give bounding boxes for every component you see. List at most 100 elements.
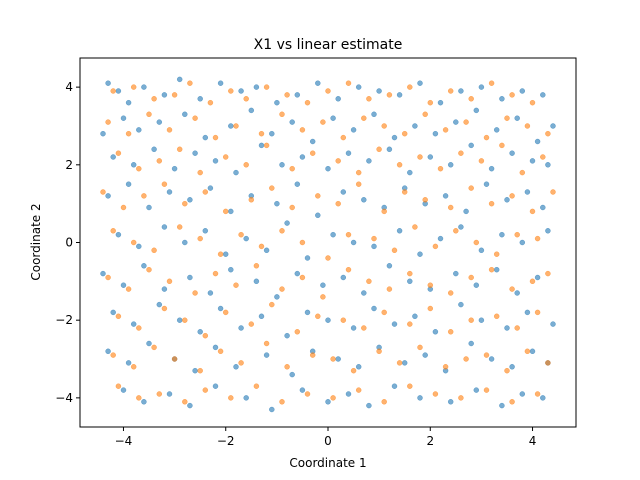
data-point — [228, 266, 234, 273]
data-point — [447, 290, 454, 296]
data-point — [274, 294, 280, 300]
data-point — [309, 150, 316, 156]
data-point — [437, 235, 444, 242]
data-point — [105, 348, 111, 355]
data-point — [386, 286, 393, 292]
data-point — [545, 360, 551, 366]
data-point — [376, 88, 382, 94]
data-point — [468, 274, 474, 281]
data-point — [171, 165, 178, 172]
data-point — [376, 348, 382, 355]
data-point — [447, 204, 454, 211]
data-point — [192, 150, 198, 156]
data-point — [130, 239, 137, 246]
data-point — [141, 84, 147, 90]
data-point — [361, 197, 367, 203]
data-point — [488, 200, 495, 207]
data-point — [345, 266, 352, 273]
data-point — [279, 111, 285, 118]
data-point — [345, 80, 352, 86]
data-point — [187, 402, 193, 409]
data-point — [519, 169, 526, 176]
data-point — [202, 228, 209, 234]
data-point — [509, 150, 515, 156]
data-point — [315, 313, 321, 320]
data-point — [330, 231, 336, 238]
x-tick-label: 2 — [426, 434, 434, 448]
data-point — [207, 99, 214, 106]
data-point — [146, 204, 152, 211]
data-point — [248, 197, 255, 203]
data-point — [243, 162, 249, 168]
data-point — [100, 270, 106, 277]
data-point — [320, 282, 326, 288]
data-point — [529, 99, 536, 106]
data-point — [412, 224, 418, 230]
data-point — [355, 387, 362, 393]
data-point — [325, 399, 331, 405]
data-point — [412, 123, 418, 129]
data-point — [151, 96, 157, 102]
data-point — [284, 364, 290, 370]
data-point — [100, 189, 106, 195]
data-point — [217, 348, 224, 355]
data-point — [550, 123, 556, 129]
data-point — [540, 204, 546, 211]
data-point — [146, 266, 152, 273]
data-point — [197, 96, 203, 102]
data-point — [141, 193, 147, 199]
data-point — [381, 208, 387, 215]
data-point — [171, 92, 178, 98]
data-point — [447, 329, 454, 335]
data-point — [381, 399, 387, 405]
data-point — [407, 278, 413, 285]
data-point — [453, 228, 459, 234]
data-point — [453, 119, 459, 125]
data-point — [442, 127, 449, 133]
data-point — [299, 387, 306, 393]
y-axis-label: Coordinate 2 — [29, 203, 43, 280]
data-point — [166, 278, 173, 285]
data-point — [534, 391, 541, 397]
data-point — [105, 80, 111, 86]
data-point — [274, 99, 280, 106]
data-point — [458, 224, 464, 230]
data-point — [550, 321, 556, 327]
data-point — [325, 317, 331, 323]
data-point — [141, 263, 147, 269]
data-point — [141, 399, 147, 405]
data-point — [478, 247, 485, 254]
data-point — [115, 383, 122, 389]
data-point — [125, 181, 132, 187]
data-point — [125, 130, 132, 137]
data-point — [335, 200, 341, 207]
data-point — [258, 243, 265, 250]
data-point — [514, 325, 520, 331]
data-point — [125, 286, 132, 292]
y-tick-label: 2 — [65, 158, 73, 172]
data-point — [222, 309, 229, 316]
data-point — [248, 107, 255, 114]
data-point — [524, 189, 531, 195]
data-point — [529, 158, 536, 164]
data-point — [483, 134, 490, 141]
data-point — [488, 356, 495, 362]
data-point — [432, 130, 439, 137]
x-tick-label: −2 — [217, 434, 235, 448]
data-point — [422, 197, 428, 203]
data-point — [488, 165, 495, 172]
data-point — [509, 92, 515, 98]
data-point — [499, 96, 505, 102]
data-point — [340, 134, 347, 141]
data-point — [386, 92, 393, 98]
data-point — [330, 356, 336, 362]
data-point — [407, 169, 413, 176]
data-point — [309, 352, 316, 358]
data-point — [350, 127, 357, 133]
data-point — [202, 387, 209, 393]
data-point — [212, 134, 219, 141]
data-point — [263, 84, 270, 90]
data-point — [202, 134, 209, 141]
data-point — [325, 88, 331, 94]
data-point — [320, 119, 326, 125]
